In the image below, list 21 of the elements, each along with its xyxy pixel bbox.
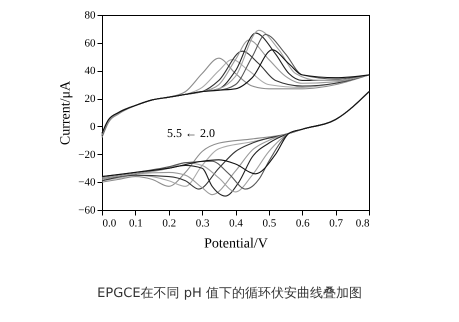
y-tick-label: 40	[84, 65, 96, 78]
text: EPGCE在不同 pH 值下的循环伏安曲线叠加图	[96, 285, 363, 302]
x-tick-label: 0.0	[102, 218, 117, 230]
x-tick-label: 0.1	[129, 218, 143, 230]
y-tick-label: 20	[84, 93, 96, 106]
y-tick-label: 0	[90, 120, 96, 133]
x-tick-label: 0.3	[196, 218, 210, 230]
x-tick-label: 0.4	[229, 218, 244, 230]
y-tick-label: 60	[84, 37, 96, 50]
x-tick-label: 0.7	[329, 218, 344, 230]
x-tick-label: 0.6	[296, 218, 310, 230]
x-tick-label: 0.5	[262, 218, 277, 230]
x-tick-label: 0.2	[162, 218, 176, 230]
y-tick-label: −40	[78, 176, 96, 189]
y-tick-label: −20	[78, 148, 96, 161]
annotation: 5.5 ← 2.0	[167, 126, 215, 140]
y-axis-title: Current/μA	[58, 80, 74, 146]
x-axis-title: Potential/V	[204, 236, 268, 252]
x-tick-label: 0.8	[356, 218, 370, 230]
y-tick-label: −60	[78, 204, 96, 216]
y-tick-label: 80	[84, 10, 96, 22]
